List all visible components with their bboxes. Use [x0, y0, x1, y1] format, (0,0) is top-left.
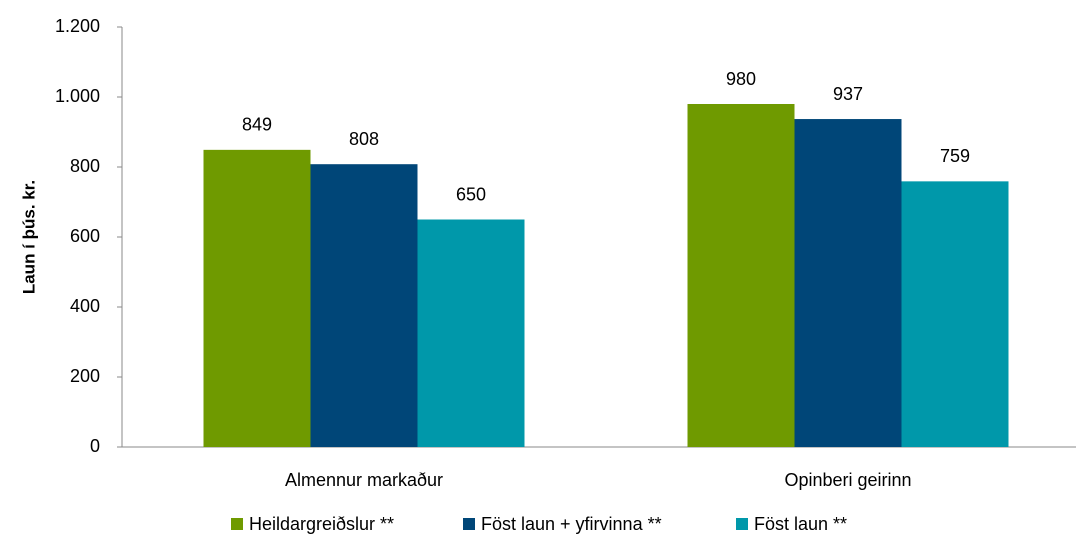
bar — [687, 104, 795, 447]
legend-swatch — [231, 518, 243, 530]
legend-label: Föst laun + yfirvinna ** — [481, 514, 662, 534]
y-tick-label: 800 — [70, 156, 100, 176]
value-label: 980 — [726, 69, 756, 89]
bar — [417, 219, 525, 447]
y-tick-label: 600 — [70, 226, 100, 246]
y-tick-label: 1.200 — [55, 16, 100, 36]
legend-label: Föst laun ** — [754, 514, 847, 534]
bar — [310, 164, 418, 447]
value-label: 650 — [456, 184, 486, 204]
value-label: 937 — [833, 84, 863, 104]
bar — [794, 119, 902, 448]
value-label: 808 — [349, 129, 379, 149]
bar — [203, 149, 311, 447]
value-label: 759 — [940, 146, 970, 166]
y-tick-label: 1.000 — [55, 86, 100, 106]
y-tick-label: 200 — [70, 366, 100, 386]
x-tick-label: Opinberi geirinn — [784, 470, 911, 490]
y-axis-label: Laun í þús. kr. — [19, 180, 38, 294]
y-tick-label: 0 — [90, 436, 100, 456]
bar — [901, 181, 1009, 447]
legend-swatch — [463, 518, 475, 530]
y-tick-label: 400 — [70, 296, 100, 316]
legend-swatch — [736, 518, 748, 530]
x-tick-label: Almennur markaður — [285, 470, 443, 490]
legend-label: Heildargreiðslur ** — [249, 514, 394, 534]
value-label: 849 — [242, 115, 272, 135]
